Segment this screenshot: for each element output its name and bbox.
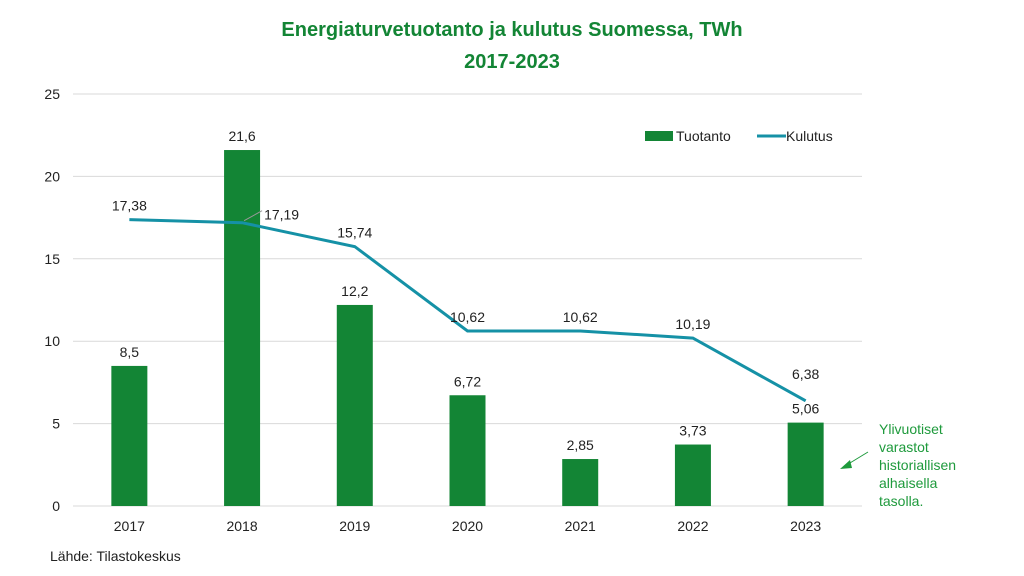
line-label: 6,38 [792, 366, 819, 382]
chart-subtitle: 2017-2023 [464, 51, 560, 73]
x-tick-label: 2023 [790, 518, 821, 534]
line-label: 10,62 [450, 309, 485, 325]
annotation: Ylivuotiset varastot historiallisen alhaise… [840, 421, 956, 509]
annotation-line: varastot [879, 439, 929, 455]
bar-label: 2,85 [567, 437, 594, 453]
bar-label: 12,2 [341, 283, 368, 299]
legend-swatch-tuotanto [645, 131, 673, 141]
annotation-line: historiallisen [879, 457, 956, 473]
chart-title: Energiaturvetuotanto ja kulutus Suomessa… [281, 19, 742, 41]
line-label: 17,19 [264, 207, 299, 223]
annotation-line: alhaisella [879, 475, 938, 491]
bar-label: 8,5 [120, 344, 140, 360]
bar-label: 6,72 [454, 373, 481, 389]
annotation-arrow-head [840, 460, 852, 469]
line-label: 15,74 [337, 225, 372, 241]
y-tick-label: 10 [44, 333, 60, 349]
x-tick-label: 2021 [565, 518, 596, 534]
bar-tuotanto-2019 [336, 304, 373, 506]
bar-label: 5,06 [792, 401, 819, 417]
x-tick-label: 2019 [339, 518, 370, 534]
y-tick-label: 15 [44, 251, 60, 267]
bar-tuotanto-2020 [449, 395, 486, 506]
bar-label: 21,6 [228, 128, 255, 144]
x-tick-label: 2022 [677, 518, 708, 534]
bar-tuotanto-2017 [111, 365, 148, 506]
legend-label-tuotanto: Tuotanto [676, 128, 731, 144]
bar-tuotanto-2022 [674, 444, 711, 506]
bar-tuotanto-2023 [787, 422, 824, 506]
leader-line [243, 210, 263, 222]
y-tick-label: 20 [44, 168, 60, 184]
bar-tuotanto-2018 [224, 150, 261, 507]
x-tick-label: 2020 [452, 518, 483, 534]
bar-label: 3,73 [679, 423, 706, 439]
line-label: 17,38 [112, 198, 147, 214]
line-label: 10,62 [563, 309, 598, 325]
legend-label-kulutus: Kulutus [786, 128, 833, 144]
annotation-line: tasolla. [879, 493, 923, 509]
y-tick-label: 25 [44, 86, 60, 102]
line-label: 10,19 [675, 316, 710, 332]
x-tick-label: 2017 [114, 518, 145, 534]
legend: Tuotanto Kulutus [645, 128, 833, 144]
y-tick-label: 0 [52, 498, 60, 514]
source-note: Lähde: Tilastokeskus [50, 548, 181, 564]
annotation-line: Ylivuotiset [879, 421, 943, 437]
x-tick-label: 2018 [226, 518, 257, 534]
bar-tuotanto-2021 [562, 459, 599, 506]
y-tick-label: 5 [52, 416, 60, 432]
